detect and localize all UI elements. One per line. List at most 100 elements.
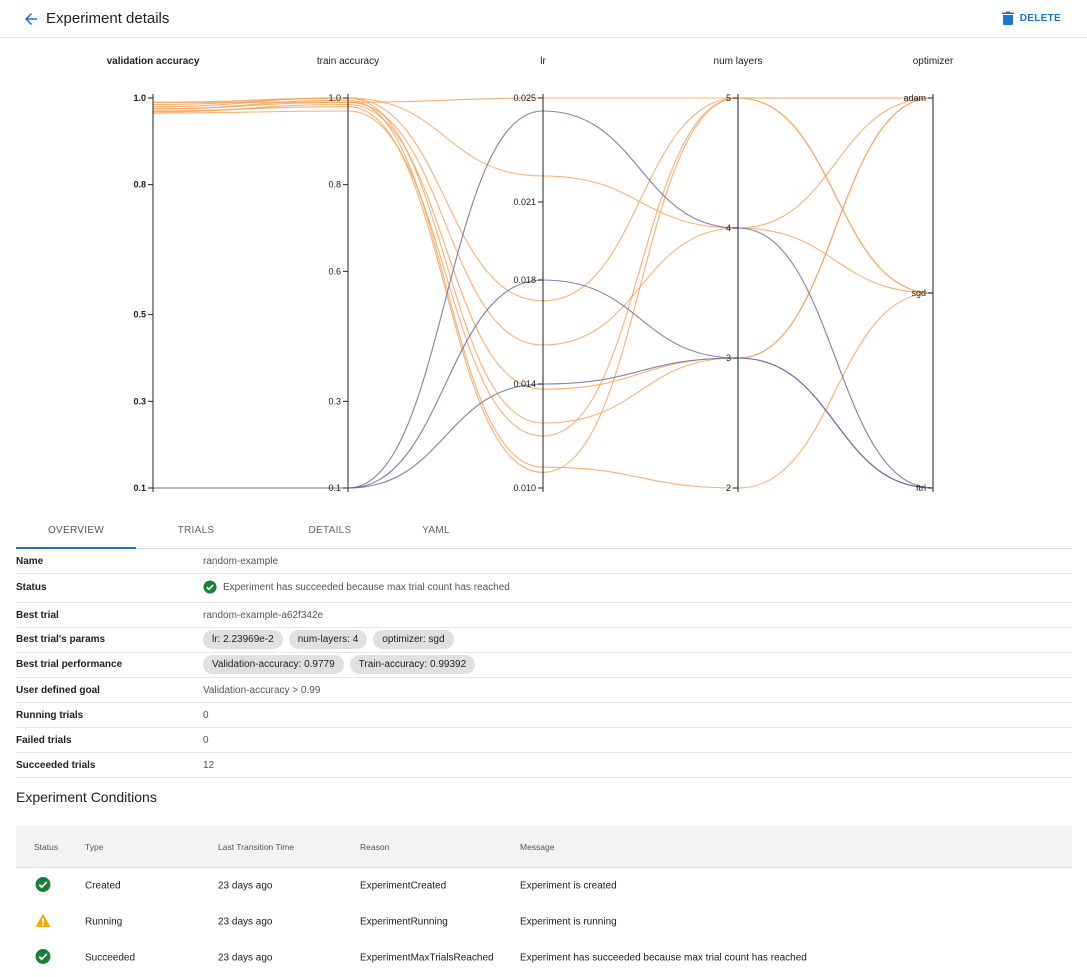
tick-label: 2 (726, 483, 731, 493)
best-performance-chips: Validation-accuracy: 0.9779 Train-accura… (203, 655, 476, 674)
param-chip-optimizer: optimizer: sgd (373, 630, 454, 649)
check-circle-icon (35, 949, 51, 964)
reason-cell: ExperimentCreated (360, 880, 447, 892)
type-cell: Running (85, 916, 123, 928)
check-circle-icon (35, 877, 51, 892)
info-label: User defined goal (16, 685, 100, 696)
message-cell: Experiment is running (520, 916, 617, 928)
trash-icon (1001, 11, 1014, 25)
tick-label: 0.018 (513, 275, 536, 285)
table-row: Created 23 days ago ExperimentCreated Ex… (16, 868, 1072, 904)
axis-title: lr (540, 56, 546, 67)
column-header-message: Message (520, 841, 555, 852)
tick-label: 1.0 (328, 93, 341, 103)
goal-value: Validation-accuracy > 0.99 (203, 685, 321, 696)
info-row-succeeded-trials: Succeeded trials 12 (16, 753, 1072, 778)
tab-trials[interactable]: TRIALS (177, 525, 215, 536)
tab-overview[interactable]: OVERVIEW (16, 514, 136, 549)
info-label: Name (16, 556, 44, 567)
series-line (152, 97, 934, 437)
tick-label: adam (903, 93, 926, 103)
axis-title: num layers (714, 56, 763, 67)
check-circle-icon (203, 580, 217, 594)
axis-title: validation accuracy (107, 56, 200, 67)
metric-chip-validation-accuracy: Validation-accuracy: 0.9779 (203, 655, 344, 674)
axis-2: lr 0.025 0.021 0.018 0.014 0.010 (513, 56, 546, 493)
conditions-title: Experiment Conditions (16, 789, 157, 805)
info-row-best-trial: Best trial random-example-a62f342e (16, 603, 1072, 628)
column-header-status: Status (34, 841, 59, 852)
tick-label: 0.010 (513, 483, 536, 493)
reason-cell: ExperimentRunning (360, 916, 448, 928)
tick-label: 0.3 (328, 396, 341, 406)
info-row-best-params: Best trial's params lr: 2.23969e-2 num-l… (16, 628, 1072, 653)
tab-details[interactable]: DETAILS (308, 525, 352, 536)
column-header-type: Type (85, 841, 104, 852)
column-header-time: Last Transition Time (218, 841, 295, 852)
message-cell: Experiment has succeeded because max tri… (520, 952, 807, 964)
time-cell: 23 days ago (218, 916, 273, 928)
conditions-header-row: Status Type Last Transition Time Reason … (16, 826, 1072, 868)
tick-label: 3 (726, 353, 731, 363)
axis-1: train accuracy 1.0 0.8 0.6 0.3 0.1 (317, 56, 379, 493)
info-row-failed-trials: Failed trials 0 (16, 728, 1072, 753)
tick-label: 0.5 (133, 310, 146, 320)
tick-label: sgd (911, 288, 926, 298)
tick-label: 0.3 (133, 396, 146, 406)
tick-label: 0.021 (513, 197, 536, 207)
tick-label: 0.8 (133, 180, 146, 190)
info-label: Best trial performance (16, 659, 123, 670)
tick-label: 0.025 (513, 93, 536, 103)
table-row: Running 23 days ago ExperimentRunning Ex… (16, 904, 1072, 940)
status-cell (35, 949, 51, 968)
time-cell: 23 days ago (218, 880, 273, 892)
info-label: Best trial (16, 610, 59, 621)
status-cell (35, 877, 51, 896)
tab-bar: OVERVIEW TRIALS DETAILS YAML (16, 514, 1072, 549)
axis-4: optimizer adam sgd ftrl (903, 56, 953, 493)
best-params-chips: lr: 2.23969e-2 num-layers: 4 optimizer: … (203, 630, 454, 649)
type-cell: Succeeded (85, 952, 136, 964)
axis-3: num layers 5 4 3 2 (714, 56, 763, 493)
info-row-running-trials: Running trials 0 (16, 703, 1072, 728)
axis-0: validation accuracy 1.0 0.8 0.5 0.3 0.1 (107, 56, 200, 493)
column-header-reason: Reason (360, 841, 390, 852)
param-chip-lr: lr: 2.23969e-2 (203, 630, 283, 649)
series-line (152, 99, 934, 489)
info-label: Status (16, 582, 47, 593)
info-row-best-performance: Best trial performance Validation-accura… (16, 653, 1072, 678)
failed-trials-value: 0 (203, 735, 209, 746)
time-cell: 23 days ago (218, 952, 273, 964)
experiment-status-value: Experiment has succeeded because max tri… (203, 580, 510, 594)
tick-label: 0.8 (328, 180, 341, 190)
type-cell: Created (85, 880, 121, 892)
top-bar: Experiment details DELETE (0, 0, 1087, 38)
tick-label: 5 (726, 93, 731, 103)
running-trials-value: 0 (203, 710, 209, 721)
best-trial-value: random-example-a62f342e (203, 610, 324, 621)
status-cell (35, 913, 51, 932)
page-title: Experiment details (46, 10, 170, 27)
tick-label: 4 (726, 223, 731, 233)
axis-title: train accuracy (317, 56, 379, 67)
info-row-goal: User defined goal Validation-accuracy > … (16, 678, 1072, 703)
delete-label: DELETE (1019, 12, 1061, 24)
tick-label: 0.1 (133, 483, 146, 493)
info-label: Best trial's params (16, 634, 106, 645)
message-cell: Experiment is created (520, 880, 617, 892)
info-row-name: Name random-example (16, 549, 1072, 574)
info-row-status: Status Experiment has succeeded because … (16, 574, 1072, 603)
tick-label: ftrl (916, 483, 926, 493)
metric-chip-train-accuracy: Train-accuracy: 0.99392 (349, 655, 476, 674)
back-arrow-icon[interactable] (22, 10, 40, 28)
tick-label: 1.0 (133, 93, 146, 103)
experiment-name-value: random-example (203, 556, 279, 567)
tab-yaml[interactable]: YAML (422, 525, 450, 536)
delete-button[interactable]: DELETE (1001, 11, 1061, 25)
reason-cell: ExperimentMaxTrialsReached (360, 952, 494, 964)
status-message: Experiment has succeeded because max tri… (223, 581, 510, 593)
succeeded-trials-value: 12 (203, 760, 215, 771)
warning-icon (35, 913, 51, 927)
table-row: Succeeded 23 days ago ExperimentMaxTrial… (16, 940, 1072, 976)
info-label: Failed trials (16, 735, 72, 746)
